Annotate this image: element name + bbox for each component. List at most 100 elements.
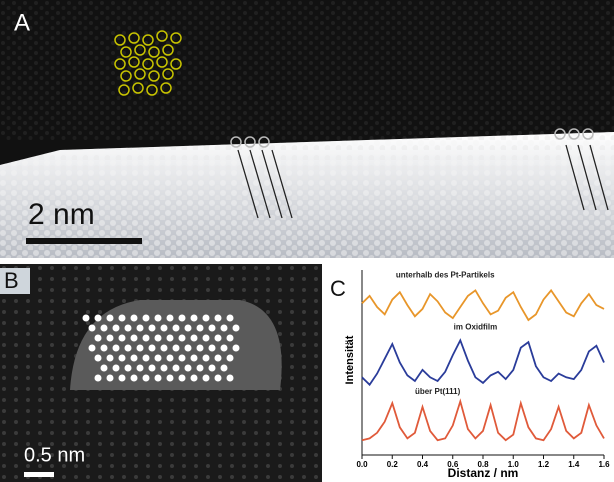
atom: [125, 365, 132, 372]
atom: [185, 365, 192, 372]
atom: [203, 335, 210, 342]
atom: [89, 325, 96, 332]
atom: [83, 315, 90, 322]
series-label: unterhalb des Pt-Partikels: [396, 271, 495, 280]
atom: [227, 375, 234, 382]
series-label: im Oxidfilm: [454, 322, 498, 331]
atom: [179, 375, 186, 382]
panel-b: B 0.5 nm: [0, 264, 322, 482]
atom: [221, 325, 228, 332]
x-tick-label: 1.4: [568, 460, 580, 469]
atom: [119, 335, 126, 342]
atom: [155, 375, 162, 382]
atom: [125, 325, 132, 332]
atom: [167, 355, 174, 362]
atom: [101, 365, 108, 372]
figure: A 2 nm B 0.5 nm C Intensität Distanz / n…: [0, 0, 614, 482]
atom: [167, 375, 174, 382]
atom: [113, 325, 120, 332]
atom: [143, 355, 150, 362]
x-tick-label: 0.8: [477, 460, 489, 469]
atom: [191, 355, 198, 362]
atom: [107, 375, 114, 382]
atom: [197, 345, 204, 352]
x-tick-label: 0.6: [447, 460, 459, 469]
x-tick-label: 1.0: [508, 460, 520, 469]
atom: [191, 315, 198, 322]
atom: [149, 325, 156, 332]
atom: [149, 345, 156, 352]
atom: [173, 345, 180, 352]
atom: [173, 325, 180, 332]
scale-bar: [24, 472, 54, 477]
atom: [161, 345, 168, 352]
atom: [137, 365, 144, 372]
atom: [215, 315, 222, 322]
series-line: [362, 290, 604, 320]
atom: [155, 335, 162, 342]
atom: [131, 315, 138, 322]
atom: [179, 315, 186, 322]
atom: [89, 345, 96, 352]
atom: [203, 315, 210, 322]
atom: [95, 315, 102, 322]
atom: [215, 375, 222, 382]
series-line: [362, 401, 604, 440]
atom: [119, 375, 126, 382]
y-axis-label: Intensität: [344, 335, 356, 384]
atom: [125, 345, 132, 352]
x-tick-label: 0.2: [387, 460, 399, 469]
atom: [143, 335, 150, 342]
atom: [227, 355, 234, 362]
x-tick-label: 0.4: [417, 460, 429, 469]
atom: [215, 335, 222, 342]
panel-label: C: [330, 276, 346, 301]
panel-label: A: [14, 9, 30, 36]
atom: [233, 325, 240, 332]
atom: [197, 325, 204, 332]
atom: [221, 365, 228, 372]
series-label: über Pt(111): [415, 387, 461, 396]
atom: [221, 345, 228, 352]
image-a-film: [0, 0, 614, 140]
atom: [119, 355, 126, 362]
atom: [95, 375, 102, 382]
panel-a: A 2 nm: [0, 0, 614, 258]
atom: [167, 335, 174, 342]
atom: [203, 355, 210, 362]
atom: [131, 375, 138, 382]
atom: [179, 355, 186, 362]
atom: [101, 345, 108, 352]
atom: [233, 345, 240, 352]
atom: [191, 335, 198, 342]
atom: [209, 325, 216, 332]
atom: [227, 335, 234, 342]
atom: [95, 355, 102, 362]
atom: [107, 355, 114, 362]
atom: [167, 315, 174, 322]
atom: [161, 365, 168, 372]
x-tick-label: 1.2: [538, 460, 550, 469]
atom: [173, 365, 180, 372]
atom: [95, 335, 102, 342]
atom: [191, 375, 198, 382]
atom: [209, 365, 216, 372]
atom: [161, 325, 168, 332]
atom: [185, 345, 192, 352]
atom: [149, 365, 156, 372]
atom: [101, 325, 108, 332]
scale-bar-label: 2 nm: [28, 198, 95, 231]
series-line: [362, 340, 604, 384]
atom: [131, 335, 138, 342]
atom: [113, 345, 120, 352]
atom: [137, 325, 144, 332]
atom: [137, 345, 144, 352]
atom: [227, 315, 234, 322]
atom: [131, 355, 138, 362]
atom: [119, 315, 126, 322]
x-tick-label: 1.6: [598, 460, 610, 469]
atom: [155, 315, 162, 322]
atom: [197, 365, 204, 372]
atom: [143, 375, 150, 382]
